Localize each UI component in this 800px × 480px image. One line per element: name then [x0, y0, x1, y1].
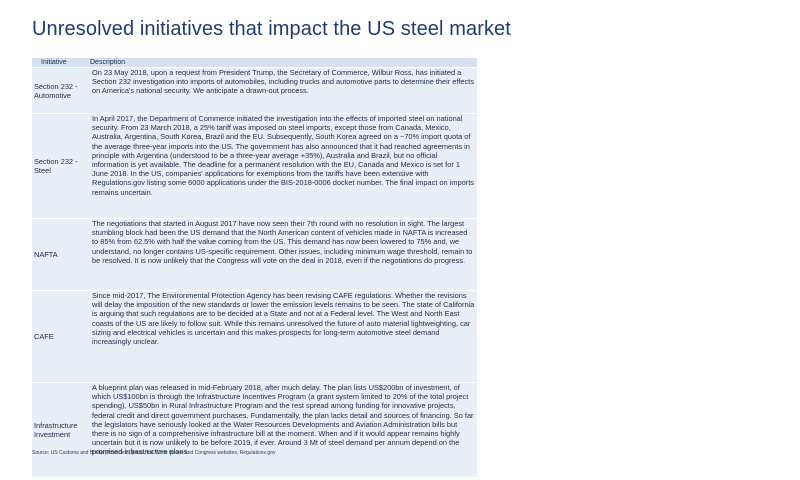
row-initiative: NAFTA — [34, 250, 58, 259]
row-initiative: CAFE — [34, 332, 54, 341]
page-title: Unresolved initiatives that impact the U… — [32, 18, 511, 40]
table-row: Infrastructure Investment A blueprint pl… — [32, 382, 477, 477]
row-description: In April 2017, the Department of Commerc… — [92, 114, 474, 197]
table-row: NAFTA The negotiations that started in A… — [32, 218, 477, 290]
row-description: On 23 May 2018, upon a request from Pres… — [92, 68, 474, 96]
row-description: A blueprint plan was released in mid-Feb… — [92, 383, 474, 457]
table-row: CAFE Since mid-2017, The Environmental P… — [32, 290, 477, 382]
header-initiative: Initiative — [41, 59, 67, 66]
row-description: Since mid-2017, The Environmental Protec… — [92, 291, 475, 347]
header-description: Description — [90, 59, 126, 66]
row-initiative: Section 232 - Automotive — [34, 81, 78, 100]
table-row: Section 232 - Automotive On 23 May 2018,… — [32, 67, 477, 113]
table-header: Initiative Description — [32, 58, 477, 67]
row-initiative: Section 232 - Steel — [34, 157, 78, 175]
row-description: The negotiations that started in August … — [92, 219, 473, 265]
row-initiative: Infrastructure Investment — [34, 421, 78, 439]
initiatives-table: Initiative Description Section 232 - Aut… — [32, 58, 477, 477]
table-row: Section 232 - Steel In April 2017, the D… — [32, 113, 477, 218]
source-note: Source: US Customs and Border Protection… — [32, 450, 276, 456]
